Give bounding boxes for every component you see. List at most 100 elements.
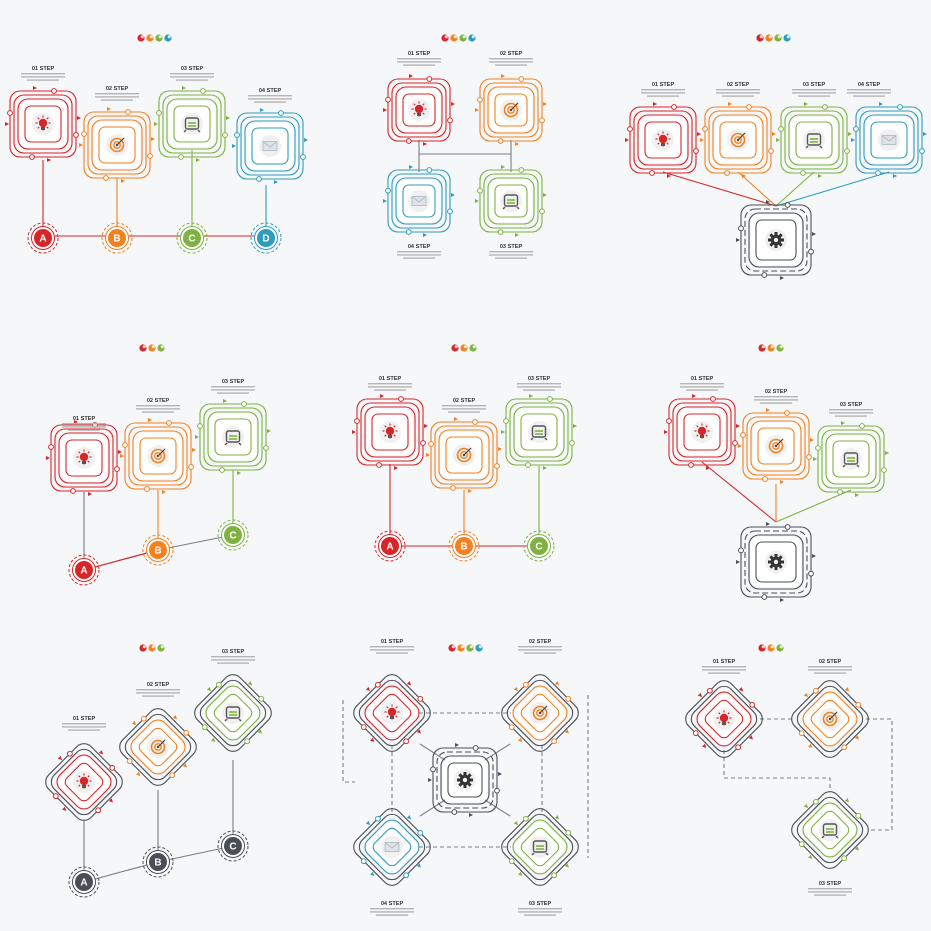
step-caption: 03 STEP <box>829 402 873 417</box>
target-arrow <box>116 137 125 146</box>
step-title: 01 STEP <box>379 376 402 382</box>
step-title: 02 STEP <box>529 639 552 645</box>
flow-arrow <box>383 199 387 203</box>
step-description-line <box>403 257 435 259</box>
step-box-01 <box>353 674 431 752</box>
connector-dot <box>761 594 768 600</box>
connector-dot <box>768 148 774 154</box>
connector-dot <box>522 815 529 822</box>
step-caption: 03 STEP <box>792 82 836 97</box>
connector-dot <box>525 462 531 468</box>
color-dots <box>137 34 172 42</box>
step-box-outline <box>205 685 261 741</box>
gear-icon <box>454 769 476 791</box>
step-box-outline <box>821 429 881 489</box>
connector-dot <box>539 117 545 124</box>
connector-dot <box>798 730 805 737</box>
clock-icon <box>222 702 244 724</box>
step-box-inner <box>65 439 103 477</box>
flow-arrow <box>192 448 196 452</box>
step-box-outline <box>434 425 494 485</box>
step-description-line <box>68 429 100 431</box>
connector-line <box>484 743 511 761</box>
connector-dot <box>881 467 887 473</box>
step-box-outline <box>124 422 192 490</box>
milestone-letter: B <box>113 234 120 245</box>
milestone-dashed-ring <box>523 530 555 562</box>
target-arrow <box>510 102 519 111</box>
connector-dot <box>666 418 672 424</box>
flow-arrow <box>409 74 413 78</box>
step-box-inner <box>371 413 409 451</box>
clock-icon <box>222 426 244 448</box>
flow-arrow <box>573 424 577 428</box>
step-description-line <box>136 692 180 694</box>
color-dots <box>756 34 791 42</box>
flow-arrow <box>232 144 236 148</box>
step-title: 01 STEP <box>408 51 431 57</box>
connector-dot <box>122 442 128 448</box>
bulb-ray <box>37 117 40 120</box>
step-description-line <box>170 76 214 78</box>
color-dot-highlight <box>761 345 765 349</box>
color-dot <box>475 644 483 652</box>
step-box-inner <box>372 827 412 867</box>
step-description-line <box>370 649 414 651</box>
clock-leg <box>856 464 860 468</box>
step-title: 03 STEP <box>222 649 245 655</box>
connector-dot <box>784 524 791 530</box>
step-icon-holder <box>453 444 475 466</box>
step-description-line <box>489 58 533 60</box>
step-description-line <box>21 73 65 75</box>
step-description-line <box>518 646 562 648</box>
target-icon <box>727 129 749 151</box>
milestone-disc <box>381 537 399 555</box>
step-caption: 04 STEP <box>370 901 414 916</box>
flow-arrow <box>118 450 122 454</box>
step-description-line <box>376 652 408 654</box>
flow-arrow <box>780 480 784 484</box>
connector-dot <box>494 787 500 794</box>
flow-arrow <box>79 143 83 147</box>
step-description-line <box>211 389 255 391</box>
connector-dot <box>103 175 109 181</box>
step-box-outline <box>672 402 732 462</box>
step-caption: 01 STEP <box>368 376 412 391</box>
lightbulb-icon <box>32 113 54 135</box>
gear-icon <box>765 551 787 573</box>
target-arrow <box>157 448 166 457</box>
color-dot <box>157 344 165 352</box>
panel-rotated-three-steps: 01 STEP 02 STEP 03 STEP A B C <box>45 644 272 898</box>
bulb-glass <box>385 426 395 436</box>
target-arrow <box>539 705 548 714</box>
step-box-inner <box>251 127 289 165</box>
flow-arrow <box>423 142 427 146</box>
step-description-line <box>489 61 533 63</box>
connector-dot <box>144 486 150 492</box>
flow-arrow <box>812 554 816 558</box>
target-ring <box>150 448 166 464</box>
connector-dot <box>29 154 35 160</box>
flow-arrow <box>667 174 671 178</box>
connector-dot <box>477 96 483 103</box>
connector-dot <box>855 701 862 708</box>
color-dot-highlight <box>142 645 146 649</box>
flow-arrow <box>196 158 200 162</box>
step-box-outline <box>240 116 300 176</box>
step-box-outline <box>395 86 443 134</box>
step-box-outline <box>690 685 758 753</box>
step-description-line <box>217 392 249 394</box>
connector-dot <box>188 464 194 470</box>
step-description-line <box>792 89 836 91</box>
color-dot <box>774 34 782 42</box>
connector-dot <box>812 798 819 805</box>
envelope-flap <box>384 842 400 849</box>
step-icon-holder <box>181 113 203 135</box>
step-description-line <box>847 92 891 94</box>
clock-leg <box>530 437 534 441</box>
step-box-inner <box>832 440 870 478</box>
step-title: 02 STEP <box>819 659 842 665</box>
flow-arrow <box>543 466 547 470</box>
target-ring <box>772 442 780 450</box>
connector-dot <box>109 764 116 771</box>
